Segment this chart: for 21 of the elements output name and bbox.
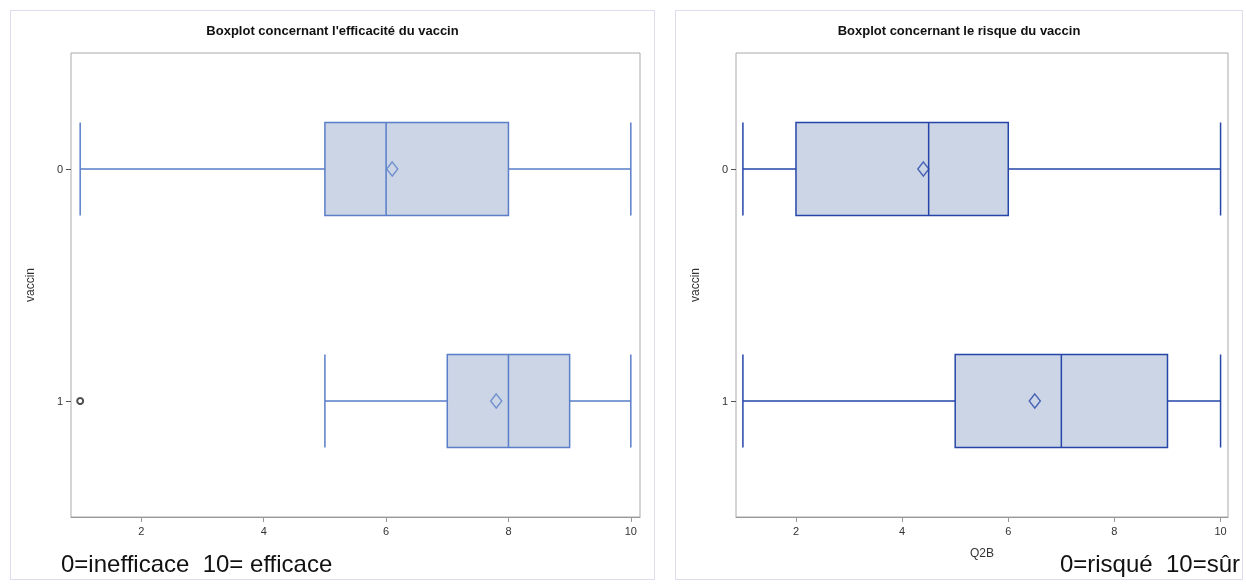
x-tick-label: 8 — [505, 524, 512, 537]
x-tick-label: 4 — [899, 524, 906, 537]
x-tick-label: 10 — [1214, 524, 1227, 537]
x-tick-label: 6 — [383, 524, 390, 537]
x-axis-title: Q2B — [969, 546, 995, 560]
y-tick-label: 0 — [721, 163, 728, 175]
chart-title: Boxplot concernant le risque du vaccin — [837, 23, 1081, 38]
x-tick-label: 8 — [1111, 524, 1118, 537]
y-tick-label: 1 — [56, 395, 63, 407]
chart-title: Boxplot concernant l'efficacité du vaccin — [206, 23, 459, 38]
y-axis-title: vaccin — [23, 267, 37, 303]
text: 0=inefficace 10= efficace — [61, 549, 333, 577]
x-tick-label: 2 — [138, 524, 145, 537]
y-tick-label: 0 — [56, 163, 63, 175]
x-tick-label: 6 — [1005, 524, 1012, 537]
x-tick-label: 10 — [624, 524, 637, 537]
y-tick-label: 1 — [721, 395, 728, 407]
y-axis-title: vaccin — [688, 267, 702, 303]
text: 0=risqué 10=sûr — [1059, 549, 1241, 577]
x-tick-label: 2 — [792, 524, 800, 537]
x-tick-label: 4 — [260, 524, 267, 537]
